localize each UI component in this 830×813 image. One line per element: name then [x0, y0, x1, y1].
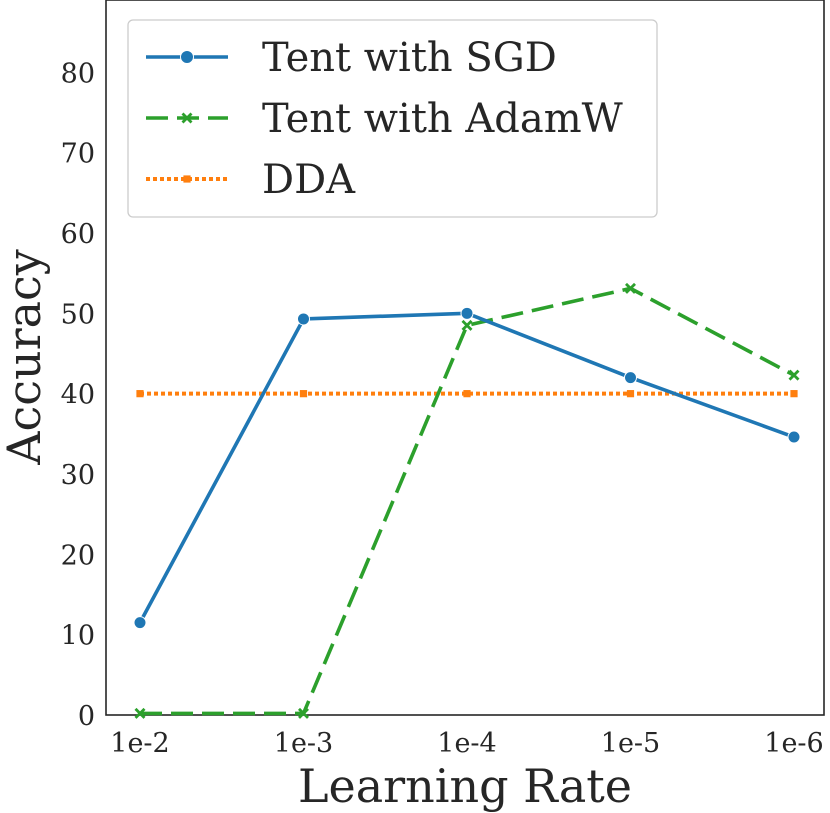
legend-label: Tent with SGD: [262, 35, 557, 81]
data-point: [136, 390, 144, 398]
legend-items: Tent with SGD Tent with AdamW DDA: [146, 35, 623, 203]
data-point: [788, 369, 800, 381]
y-tick-label: 10: [61, 621, 95, 652]
y-tick-label: 20: [61, 540, 95, 571]
y-tick-label: 40: [61, 380, 95, 411]
x-tick-label: 1e-5: [601, 728, 660, 759]
x-tick-label: 1e-3: [274, 728, 333, 759]
x-tick-labels: 1e-2 1e-3 1e-4 1e-5 1e-6: [110, 728, 823, 759]
y-tick-label: 0: [78, 701, 95, 732]
legend-label: Tent with AdamW: [262, 96, 623, 142]
series-tent-with-sgd: [133, 306, 801, 630]
x-tick-label: 1e-4: [437, 728, 496, 759]
legend-entry: Tent with SGD: [146, 35, 557, 81]
y-tick-label: 60: [61, 219, 95, 250]
y-tick-label: 70: [61, 139, 95, 170]
legend: Tent with SGD Tent with AdamW DDA: [127, 19, 658, 218]
legend-frame: [127, 19, 658, 218]
legend-entry: DDA: [146, 157, 356, 203]
y-tick-label: 50: [61, 299, 95, 330]
x-tick-label: 1e-6: [764, 728, 823, 759]
data-point: [297, 312, 310, 326]
data-point: [624, 371, 637, 385]
y-tick-label: 30: [61, 460, 95, 491]
data-point: [790, 390, 798, 398]
series-dda: [136, 390, 798, 398]
series-layer: [133, 282, 801, 719]
legend-marker: [181, 112, 193, 124]
data-point: [134, 707, 146, 719]
legend-label: DDA: [262, 157, 356, 203]
data-point: [461, 319, 473, 331]
x-tick-label: 1e-2: [110, 728, 169, 759]
data-point: [299, 390, 308, 398]
series-tent-with-adamw: [134, 282, 800, 719]
legend-marker: [183, 175, 191, 183]
y-tick-labels: 0 10 20 30 40 50 60 70 80: [61, 58, 95, 732]
series-line: [140, 286, 795, 716]
data-point: [463, 390, 471, 398]
data-point: [460, 306, 474, 320]
legend-marker: [180, 50, 194, 64]
data-point: [625, 282, 636, 294]
data-point: [298, 707, 309, 719]
data-point: [787, 430, 801, 444]
data-point: [133, 616, 147, 630]
legend-entry: Tent with AdamW: [146, 96, 623, 142]
y-axis-title: Accuracy: [0, 249, 51, 466]
x-axis-title: Learning Rate: [298, 759, 632, 813]
y-tick-label: 80: [61, 58, 95, 89]
data-point: [626, 390, 635, 398]
series-line: [138, 311, 795, 624]
plot-frame: [105, 0, 825, 716]
